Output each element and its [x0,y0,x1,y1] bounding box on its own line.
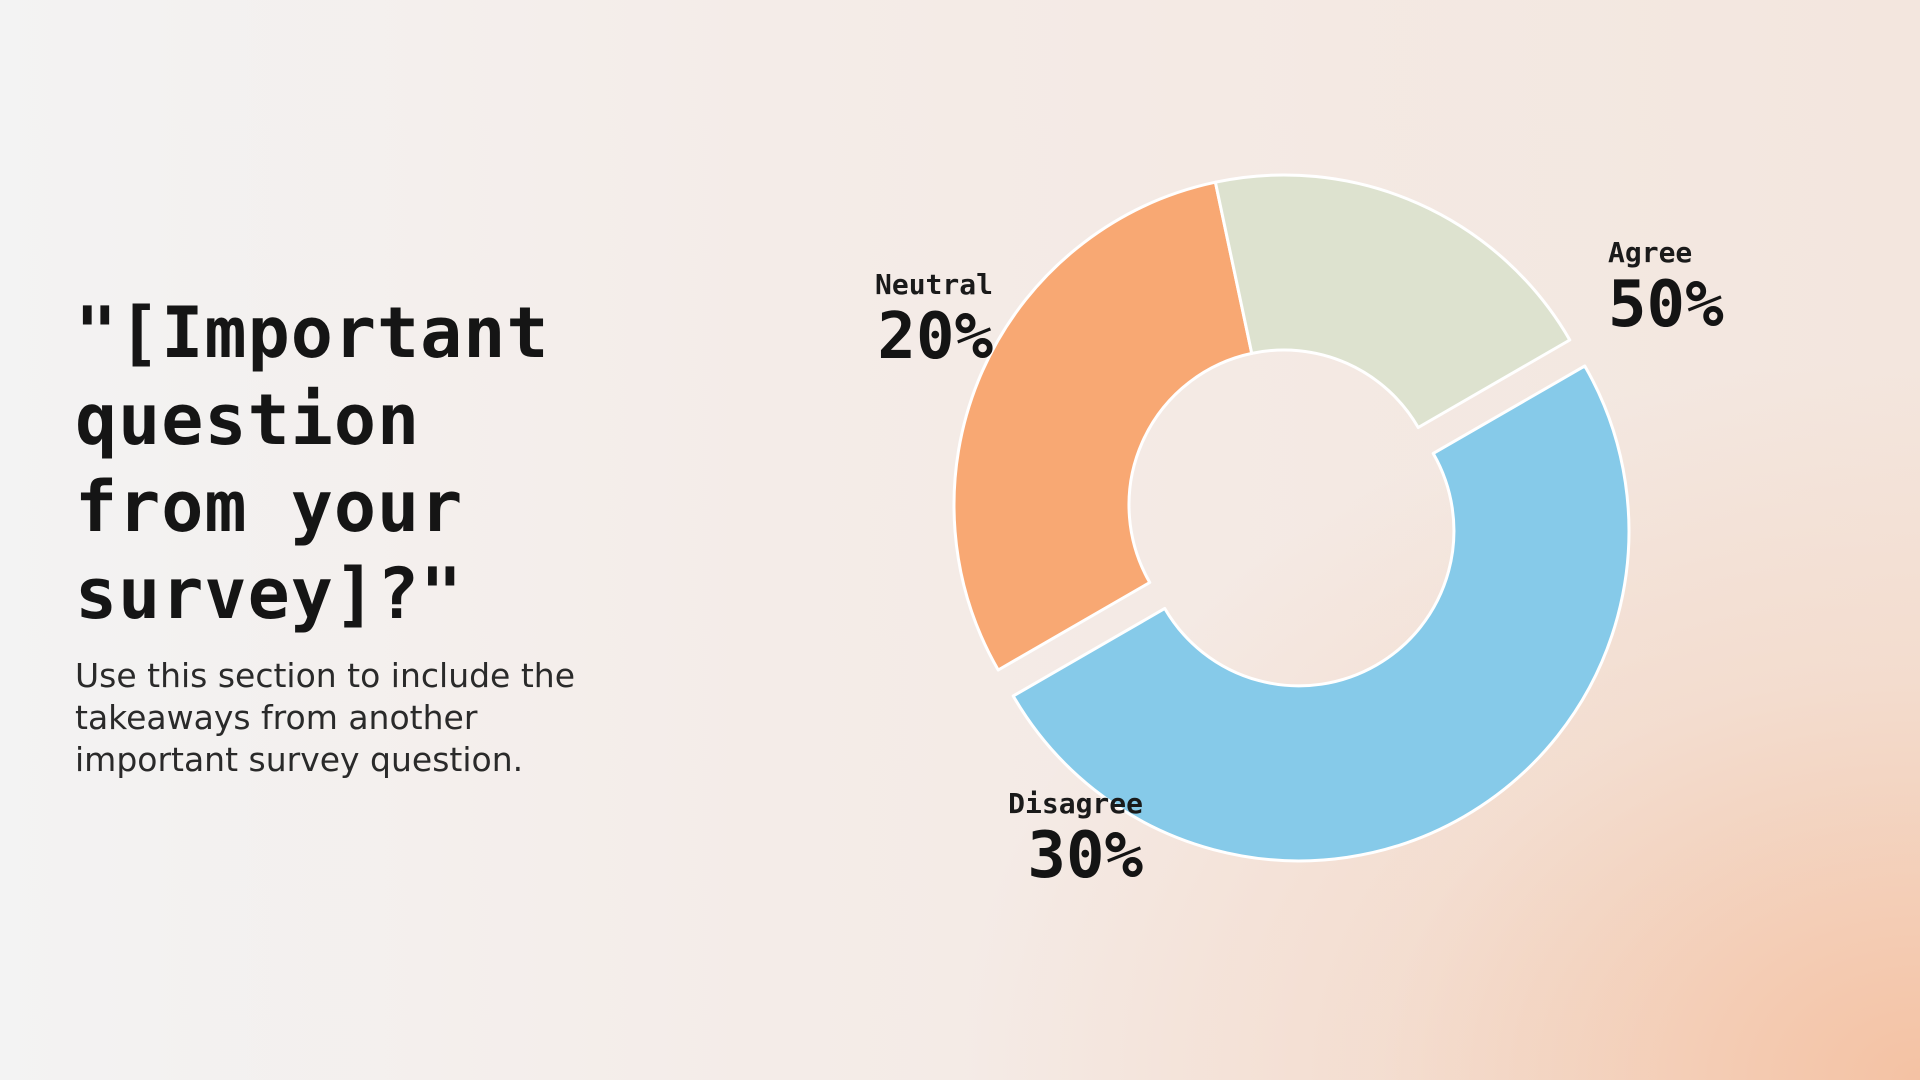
donut-slices [952,173,1631,863]
slice-disagree [952,180,1254,672]
value-neutral: 20% [877,300,993,374]
label-neutral: Neutral [875,268,993,301]
survey-question: "[Important question from your survey]?" [75,292,550,635]
takeaway-text: Use this section to include the takeaway… [75,656,576,779]
value-agree: 50% [1608,268,1724,342]
label-agree: Agree [1608,236,1692,269]
slice-agree [1011,364,1631,863]
value-disagree: 30% [1027,819,1143,893]
slice-neutral [1213,173,1572,429]
label-disagree: Disagree [1008,787,1143,820]
